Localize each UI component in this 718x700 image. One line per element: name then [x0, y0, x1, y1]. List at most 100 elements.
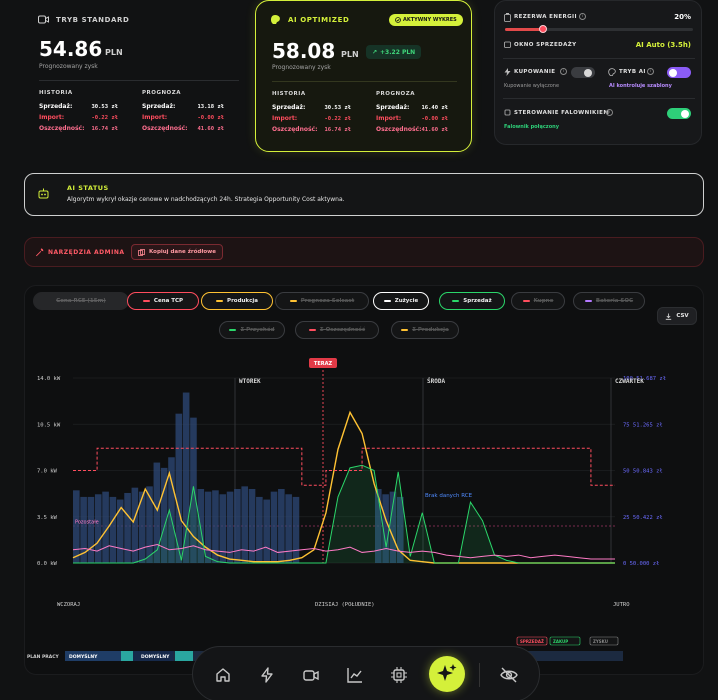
chip-label: Bateria SOC	[595, 298, 634, 304]
consumption-bar	[270, 491, 278, 563]
ai-gain-value: +3.22 PLN	[380, 48, 416, 56]
ai-mode-label: TRYB AI	[619, 69, 646, 75]
timeline-segment	[133, 651, 173, 661]
chip-label: Sprzedaż	[463, 298, 492, 304]
energy-chart[interactable]: 14.0 kW 10.5 kW 7.0 kW 3.5 kW 0.0 kW 100 51.6…	[25, 341, 705, 676]
consumption-bar	[278, 489, 285, 563]
legend-chip-label: ZAKUP	[553, 639, 568, 644]
series-chip[interactable]: Kupno	[511, 292, 565, 310]
timeline-label: PLAN PRACY	[27, 654, 60, 660]
info-icon[interactable]: i	[647, 68, 654, 75]
chip-swatch	[229, 329, 237, 331]
ai-mode-status: AI kontroluje szablony	[609, 83, 672, 89]
chip-swatch	[401, 329, 409, 331]
chip-swatch	[383, 300, 391, 302]
consumption-bar	[87, 496, 95, 563]
y-right-tick: 0 50.000 zł	[623, 561, 659, 567]
std-hist-sale-value: 30.53 zł	[91, 104, 119, 110]
chip-swatch	[289, 300, 297, 302]
info-icon[interactable]: i	[579, 13, 586, 20]
robot-icon	[38, 188, 49, 199]
csv-button[interactable]: CSV	[657, 307, 697, 325]
series-chip[interactable]: Prognoza Solcast	[275, 292, 369, 310]
day-marker-label: ŚRODA	[427, 378, 445, 385]
info-icon[interactable]: i	[560, 68, 567, 75]
series-chip[interactable]: Cena TCP	[127, 292, 199, 310]
consumption-bar	[285, 494, 292, 563]
standard-mode-card[interactable]: TRYB STANDARD 54.86 PLN Prognozowany zys…	[24, 6, 242, 144]
chart-icon[interactable]	[345, 665, 365, 685]
ai-hist-saving-label: Oszczędność:	[272, 126, 318, 133]
ai-sparkle-button[interactable]	[429, 656, 465, 692]
standard-title: TRYB STANDARD	[56, 16, 130, 24]
camera-icon	[38, 15, 49, 24]
copy-source-button[interactable]: Kopiuj dane źródłowe	[131, 244, 223, 260]
ai-hist-import-label: Import:	[272, 115, 298, 122]
timeline-segment-label: DOMYŚLNY	[69, 653, 98, 660]
chip-swatch	[216, 300, 224, 302]
ai-hist-sale-label: Sprzedaż:	[272, 104, 306, 111]
home-icon[interactable]	[213, 665, 233, 685]
std-fc-saving-value: 41.60 zł	[197, 126, 225, 132]
y-left-tick: 7.0 kW	[37, 469, 58, 475]
ai-status-panel: AI STATUS Algorytm wykrył okazje cenowe …	[24, 173, 704, 216]
consumption-bar	[102, 491, 109, 563]
cpu-icon[interactable]	[389, 665, 409, 685]
inverter-toggle[interactable]	[667, 108, 691, 119]
trend-up-icon: ↗	[372, 48, 378, 56]
copy-source-label: Kopiuj dane źródłowe	[149, 249, 216, 255]
sum-chip[interactable]: Σ Produkcja	[391, 321, 459, 339]
now-label: TERAZ	[314, 361, 333, 367]
ai-fc-sale-label: Sprzedaż:	[376, 104, 410, 111]
consumption-bar	[109, 496, 117, 563]
reserve-value: 20%	[674, 13, 691, 21]
sum-chip[interactable]: Σ Oszczędność	[295, 321, 379, 339]
consumption-bar	[80, 496, 87, 563]
series-chip[interactable]: Bateria SOC	[573, 292, 645, 310]
divider	[272, 81, 457, 82]
chip-label: Cena RCE (15m)	[56, 298, 106, 304]
sum-chip[interactable]: Σ Przychód	[219, 321, 285, 339]
camera-icon[interactable]	[301, 665, 321, 685]
series-chip[interactable]: Produkcja	[201, 292, 273, 310]
bolt-icon[interactable]	[257, 665, 277, 685]
consumption-bar	[389, 491, 397, 563]
inverter-label: STEROWANIE FALOWNIKIEM	[514, 110, 610, 116]
battery-icon	[504, 13, 511, 22]
chip-label: Cena TCP	[153, 298, 184, 304]
nav-divider	[479, 663, 480, 687]
ai-mode-toggle[interactable]	[667, 67, 691, 78]
chip-label: Prognoza Solcast	[300, 298, 355, 304]
legend-chip	[549, 636, 581, 646]
consumption-bar	[168, 457, 175, 563]
consumption-bar	[241, 486, 249, 563]
reserve-slider-handle[interactable]	[538, 25, 547, 33]
cpu-icon	[504, 109, 511, 116]
consumption-bar	[248, 489, 256, 563]
y-right-tick: 100 51.687 zł	[623, 376, 666, 382]
buying-toggle[interactable]	[571, 67, 595, 78]
csv-label: CSV	[676, 313, 689, 319]
timeline-segment	[175, 651, 193, 661]
ai-status-title: AI STATUS	[67, 184, 109, 192]
sell-window-value[interactable]: AI Auto (3.5h)	[635, 41, 691, 49]
ai-unit: PLN	[341, 50, 359, 59]
history-head: HISTORIA	[39, 90, 73, 96]
ai-title: AI OPTIMIZED	[288, 16, 350, 24]
std-fc-saving-label: Oszczędność:	[142, 125, 188, 132]
series-chip[interactable]: Cena RCE (15m)	[33, 292, 129, 310]
series-chip[interactable]: Zużycie	[373, 292, 429, 310]
sale-area	[73, 465, 615, 563]
info-icon[interactable]: i	[606, 109, 613, 116]
series-chip[interactable]: Sprzedaż	[439, 292, 505, 310]
ai-mode-card[interactable]: AI OPTIMIZED AKTYWNY WYKRES 58.08 PLN ↗ …	[255, 0, 472, 152]
std-fc-sale-label: Sprzedaż:	[142, 103, 176, 110]
y-left-tick: 14.0 kW	[37, 376, 61, 382]
y-right-tick: 75 51.265 zł	[623, 422, 663, 428]
ai-amount: 58.08	[272, 39, 336, 63]
reserve-slider[interactable]	[505, 25, 693, 33]
ai-fc-import-value: -0.00 zł	[421, 116, 449, 122]
eye-off-icon[interactable]	[499, 665, 519, 685]
std-hist-import-value: -0.22 zł	[91, 115, 119, 121]
consumption-bar	[204, 491, 212, 563]
